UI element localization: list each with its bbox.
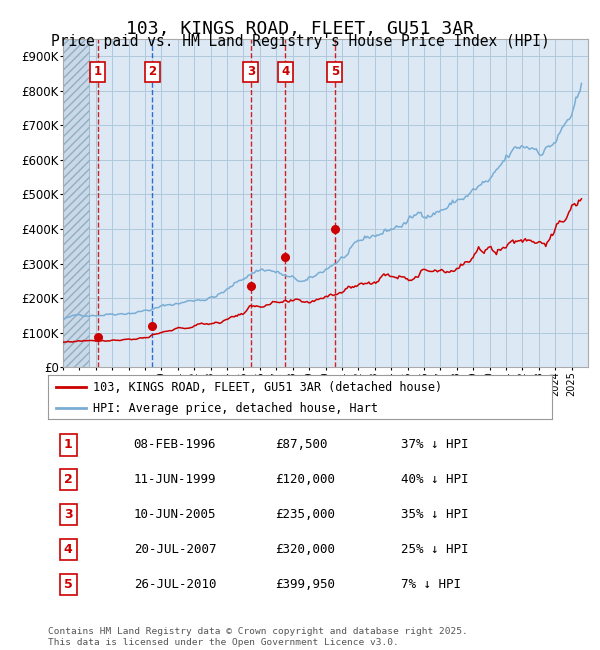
Text: 103, KINGS ROAD, FLEET, GU51 3AR: 103, KINGS ROAD, FLEET, GU51 3AR: [126, 20, 474, 38]
Text: £320,000: £320,000: [275, 543, 335, 556]
Text: 3: 3: [64, 508, 73, 521]
Text: £120,000: £120,000: [275, 473, 335, 486]
Text: 40% ↓ HPI: 40% ↓ HPI: [401, 473, 468, 486]
Text: 1: 1: [94, 66, 102, 79]
Text: 10-JUN-2005: 10-JUN-2005: [134, 508, 216, 521]
Text: 1: 1: [64, 438, 73, 451]
Text: 25% ↓ HPI: 25% ↓ HPI: [401, 543, 468, 556]
Text: Contains HM Land Registry data © Crown copyright and database right 2025.
This d: Contains HM Land Registry data © Crown c…: [48, 627, 468, 647]
Text: 3: 3: [247, 66, 255, 79]
Text: £399,950: £399,950: [275, 578, 335, 591]
Text: 2: 2: [64, 473, 73, 486]
Text: £235,000: £235,000: [275, 508, 335, 521]
Text: Price paid vs. HM Land Registry's House Price Index (HPI): Price paid vs. HM Land Registry's House …: [50, 34, 550, 49]
Text: 35% ↓ HPI: 35% ↓ HPI: [401, 508, 468, 521]
Text: 20-JUL-2007: 20-JUL-2007: [134, 543, 216, 556]
Text: 08-FEB-1996: 08-FEB-1996: [134, 438, 216, 451]
Text: 11-JUN-1999: 11-JUN-1999: [134, 473, 216, 486]
Text: 37% ↓ HPI: 37% ↓ HPI: [401, 438, 468, 451]
Text: 2: 2: [148, 66, 157, 79]
Text: 103, KINGS ROAD, FLEET, GU51 3AR (detached house): 103, KINGS ROAD, FLEET, GU51 3AR (detach…: [94, 381, 442, 394]
Bar: [63, 39, 89, 367]
Text: £87,500: £87,500: [275, 438, 328, 451]
Text: 4: 4: [281, 66, 289, 79]
Text: 26-JUL-2010: 26-JUL-2010: [134, 578, 216, 591]
Text: 5: 5: [64, 578, 73, 591]
Text: 4: 4: [64, 543, 73, 556]
Text: HPI: Average price, detached house, Hart: HPI: Average price, detached house, Hart: [94, 402, 379, 415]
Text: 5: 5: [331, 66, 339, 79]
Text: 7% ↓ HPI: 7% ↓ HPI: [401, 578, 461, 591]
